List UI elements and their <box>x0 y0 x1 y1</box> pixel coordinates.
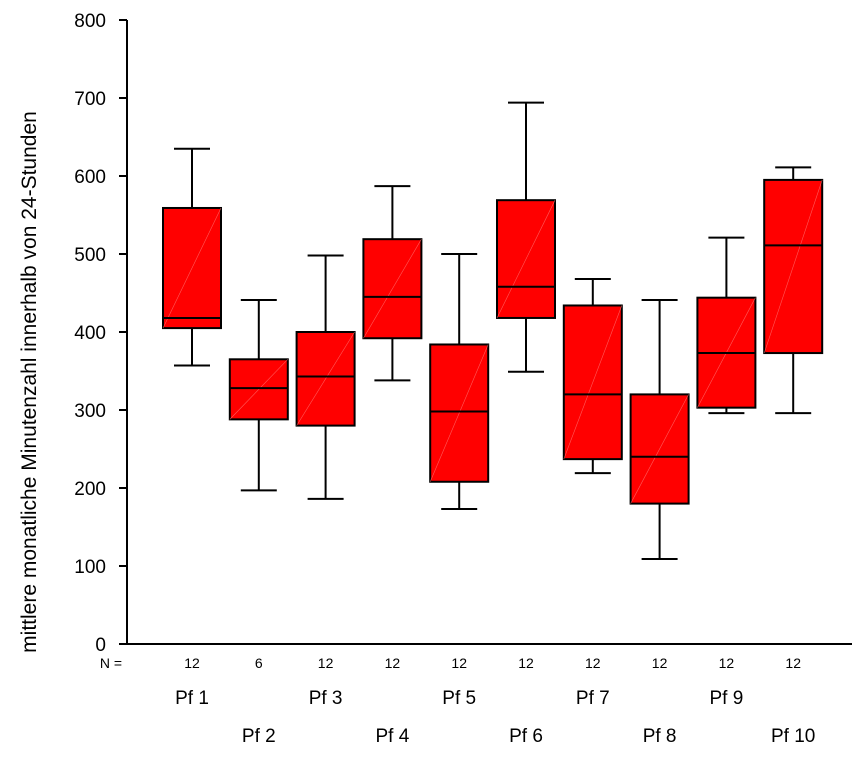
y-tick-label: 400 <box>74 323 106 344</box>
y-tick-label: 700 <box>74 89 106 110</box>
box-shading-line <box>630 394 689 504</box>
box-item <box>228 299 289 492</box>
y-tick-label: 800 <box>74 11 106 32</box>
box-item <box>696 236 757 415</box>
box-item <box>162 147 222 367</box>
category-label: Pf 7 <box>576 688 610 709</box>
box-shading-line <box>162 207 222 329</box>
box-shading-line <box>229 359 289 420</box>
y-axis-label: mittlere monatliche Minutenzahl innerhal… <box>18 111 41 653</box>
category-label: Pf 1 <box>175 688 209 709</box>
box-shading-line <box>563 305 623 460</box>
box-item <box>763 166 824 415</box>
x-axis-labels: N = 12 Pf 1 6 Pf 2 12 Pf 3 12 Pf 4 12 Pf 5 12 Pf 6 12… <box>100 655 816 747</box>
y-tick-label: 0 <box>95 635 106 656</box>
category-label: Pf 4 <box>375 726 409 747</box>
category-label: Pf 10 <box>771 726 815 747</box>
box-item <box>496 101 556 373</box>
box-shading-line <box>763 179 823 354</box>
box-item <box>362 185 423 382</box>
n-count-label: 12 <box>719 655 735 671</box>
box-item <box>562 277 623 475</box>
n-count-label: 6 <box>255 655 263 671</box>
category-label: Pf 3 <box>309 688 343 709</box>
n-count-label: 12 <box>652 655 668 671</box>
category-label: Pf 6 <box>509 726 543 747</box>
box-shading-line <box>496 200 556 319</box>
category-label: Pf 2 <box>242 726 276 747</box>
y-axis: 0 100 200 300 400 500 600 700 800 <box>74 11 127 656</box>
y-tick-label: 600 <box>74 167 106 188</box>
n-count-label: 12 <box>318 655 334 671</box>
y-tick-label: 200 <box>74 479 106 500</box>
n-count-label: 12 <box>184 655 200 671</box>
n-count-label: 12 <box>585 655 601 671</box>
box-shading-line <box>429 344 489 482</box>
y-tick-label: 500 <box>74 245 106 266</box>
n-count-label: 12 <box>518 655 534 671</box>
category-label: Pf 9 <box>709 688 743 709</box>
category-label: Pf 8 <box>643 726 677 747</box>
box-shading-line <box>296 331 355 426</box>
n-prefix-label: N = <box>100 655 122 671</box>
n-count-label: 12 <box>785 655 801 671</box>
n-count-label: 12 <box>451 655 467 671</box>
box-series <box>162 101 824 560</box>
y-tick-label: 100 <box>74 557 106 578</box>
y-tick-label: 300 <box>74 401 106 422</box>
box-item <box>629 299 690 560</box>
n-count-label: 12 <box>385 655 401 671</box>
box-item <box>429 253 490 511</box>
box-shading-line <box>363 239 422 339</box>
box-item <box>295 254 356 500</box>
category-label: Pf 5 <box>442 688 476 709</box>
